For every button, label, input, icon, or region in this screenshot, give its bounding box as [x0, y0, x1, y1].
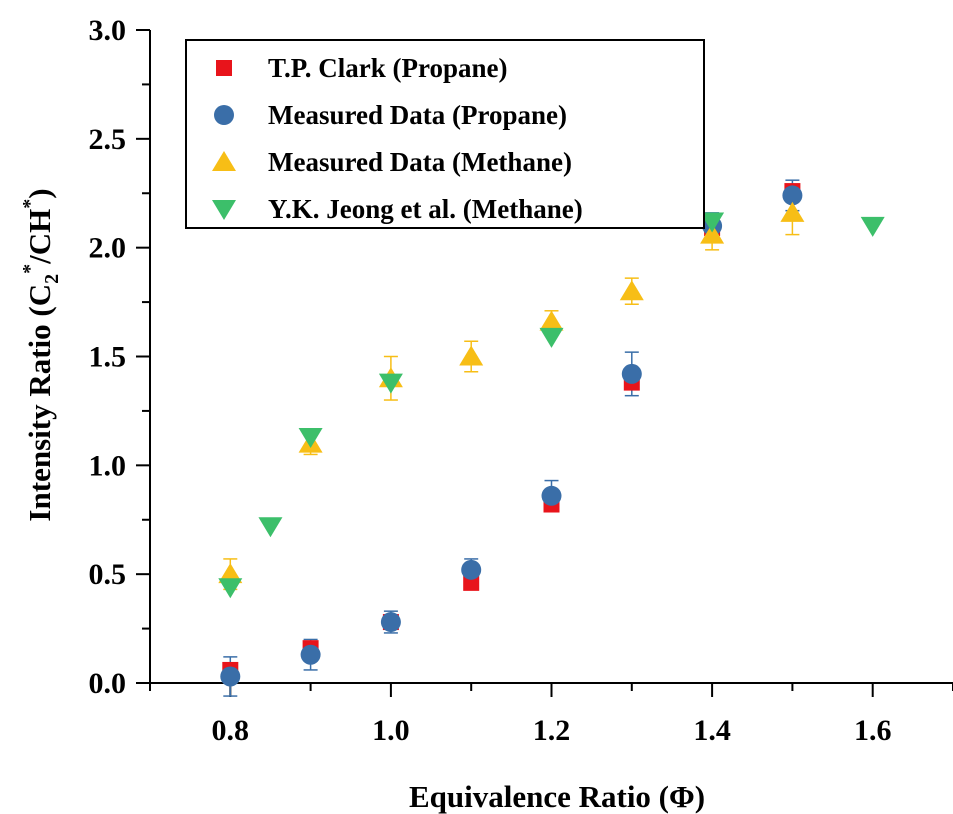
data-point-series-4 [539, 327, 564, 348]
data-point-series-2 [220, 666, 241, 687]
legend-marker [212, 200, 236, 220]
data-point-series-2 [461, 559, 482, 580]
data-point-series-4 [258, 517, 283, 538]
y-tick-label: 1.0 [89, 449, 127, 482]
data-point-series-2 [300, 644, 321, 665]
y-tick-label: 0.0 [89, 667, 127, 700]
data-point-series-4 [298, 428, 323, 449]
y-tick-label: 2.5 [89, 123, 127, 156]
legend-label: Y.K. Jeong et al. (Methane) [268, 194, 583, 224]
data-point-series-4 [218, 578, 243, 599]
legend-box [185, 39, 705, 229]
data-point-series-3 [700, 223, 725, 244]
x-axis-title: Equivalence Ratio (Φ) [409, 779, 705, 814]
y-tick-label: 3.0 [89, 14, 127, 47]
data-point-series-3 [218, 563, 243, 584]
y-tick-label: 0.5 [89, 558, 127, 591]
legend-label: T.P. Clark (Propane) [268, 53, 508, 83]
legend-marker [214, 105, 234, 125]
legend-label: Measured Data (Methane) [268, 147, 572, 177]
data-point-series-3 [780, 201, 805, 222]
legend-marker [212, 151, 236, 171]
data-point-series-2 [380, 612, 401, 633]
x-tick-label: 0.8 [212, 714, 250, 747]
data-point-series-4 [700, 212, 725, 233]
data-point-series-2 [621, 363, 642, 384]
data-point-series-3 [539, 310, 564, 331]
data-point-series-3 [459, 345, 484, 366]
x-tick-label: 1.6 [854, 714, 892, 747]
data-point-series-2 [782, 185, 803, 206]
data-markers [218, 183, 885, 687]
legend-label: Measured Data (Propane) [268, 100, 567, 130]
x-tick-label: 1.4 [693, 714, 731, 747]
x-axis: 0.8 1.0 1.2 1.4 1.6 [149, 683, 953, 747]
data-point-series-4 [860, 216, 885, 237]
data-point-series-4 [378, 373, 403, 394]
data-point-series-2 [541, 485, 562, 506]
y-axis: 0.0 0.5 1.0 1.5 2.0 2.5 3.0 [89, 14, 150, 700]
y-tick-label: 1.5 [89, 341, 127, 374]
y-axis-title: Intensity Ratio (C2*/CH*) [19, 188, 63, 521]
legend: T.P. Clark (Propane) Measured Data (Propa… [185, 39, 705, 229]
legend-marker [216, 60, 232, 76]
data-point-series-3 [619, 280, 644, 301]
y-tick-label: 2.0 [89, 232, 127, 265]
x-tick-label: 1.0 [372, 714, 410, 747]
x-tick-label: 1.2 [533, 714, 571, 747]
